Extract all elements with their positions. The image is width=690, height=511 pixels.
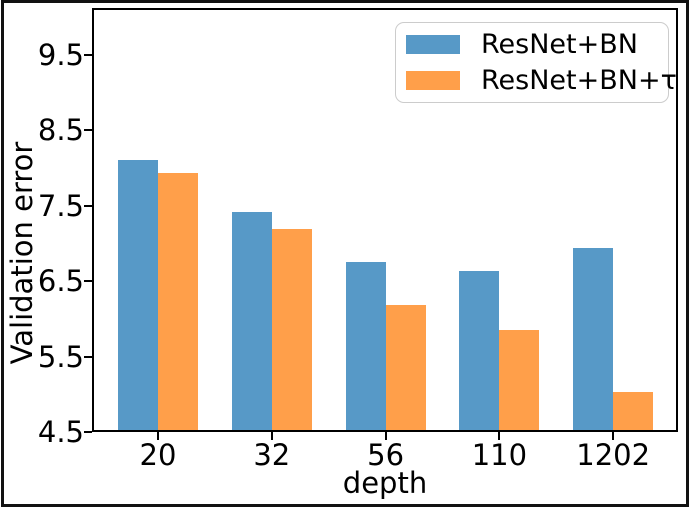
y-tick-mark	[84, 129, 92, 132]
y-tick-label: 5.5	[37, 339, 84, 374]
plot-area: ResNet+BN ResNet+BN+τ	[92, 8, 678, 432]
x-tick-mark	[384, 432, 387, 440]
y-axis-label: Validation error	[5, 141, 39, 365]
y-tick-mark	[84, 53, 92, 56]
x-tick-mark	[270, 432, 273, 440]
x-tick-label: 20	[139, 438, 177, 472]
x-tick-label: 110	[471, 438, 528, 472]
bar-resnet-bn--32	[271, 229, 312, 430]
legend: ResNet+BN ResNet+BN+τ	[395, 22, 677, 103]
legend-swatch-orange	[406, 71, 460, 90]
bar-resnet-bn-32	[231, 212, 272, 430]
x-axis-label: depth	[342, 466, 428, 500]
y-tick-mark	[84, 355, 92, 358]
y-tick-label: 7.5	[37, 188, 84, 223]
y-tick-mark	[84, 280, 92, 283]
bar-resnet-bn--110	[499, 330, 540, 430]
legend-label: ResNet+BN	[481, 28, 638, 60]
bar-resnet-bn-1202	[573, 248, 614, 430]
x-tick-mark	[157, 432, 159, 440]
y-tick-label: 4.5	[37, 415, 84, 449]
bar-resnet-bn--56	[385, 305, 426, 430]
bar-resnet-bn--20	[158, 173, 198, 430]
y-tick-mark	[84, 204, 92, 207]
x-tick-label: 32	[253, 438, 291, 472]
bar-resnet-bn-20	[118, 160, 158, 430]
x-tick-mark	[498, 432, 501, 440]
legend-swatch-blue	[406, 35, 460, 54]
bar-resnet-bn-56	[345, 262, 386, 430]
bar-resnet-bn--1202	[613, 392, 654, 430]
y-tick-label: 9.5	[37, 37, 84, 72]
x-tick-label: 1202	[576, 438, 651, 472]
y-tick-label: 6.5	[37, 264, 84, 299]
bar-resnet-bn-110	[459, 271, 500, 430]
y-tick-label: 8.5	[37, 113, 84, 148]
legend-item-resnet-bn: ResNet+BN	[406, 28, 658, 60]
x-tick-mark	[612, 432, 615, 440]
y-tick-mark	[84, 431, 92, 433]
x-tick-label: 56	[367, 438, 405, 472]
legend-item-resnet-bn-tau: ResNet+BN+τ	[406, 65, 677, 96]
legend-label: ResNet+BN+τ	[481, 64, 677, 96]
